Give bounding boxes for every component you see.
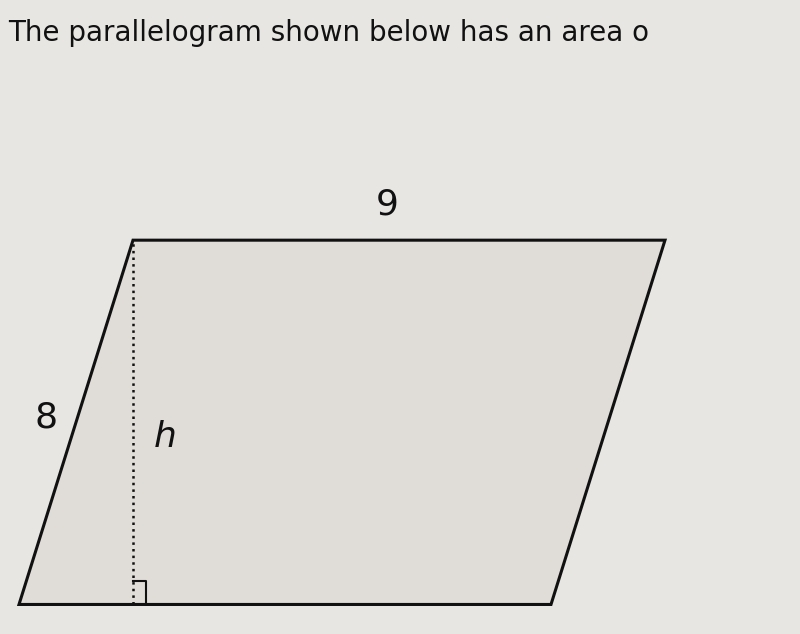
- Text: h: h: [154, 420, 177, 454]
- Text: The parallelogram shown below has an area o: The parallelogram shown below has an are…: [8, 19, 649, 47]
- Text: 9: 9: [376, 187, 399, 221]
- Text: 8: 8: [34, 401, 57, 434]
- Polygon shape: [19, 240, 665, 604]
